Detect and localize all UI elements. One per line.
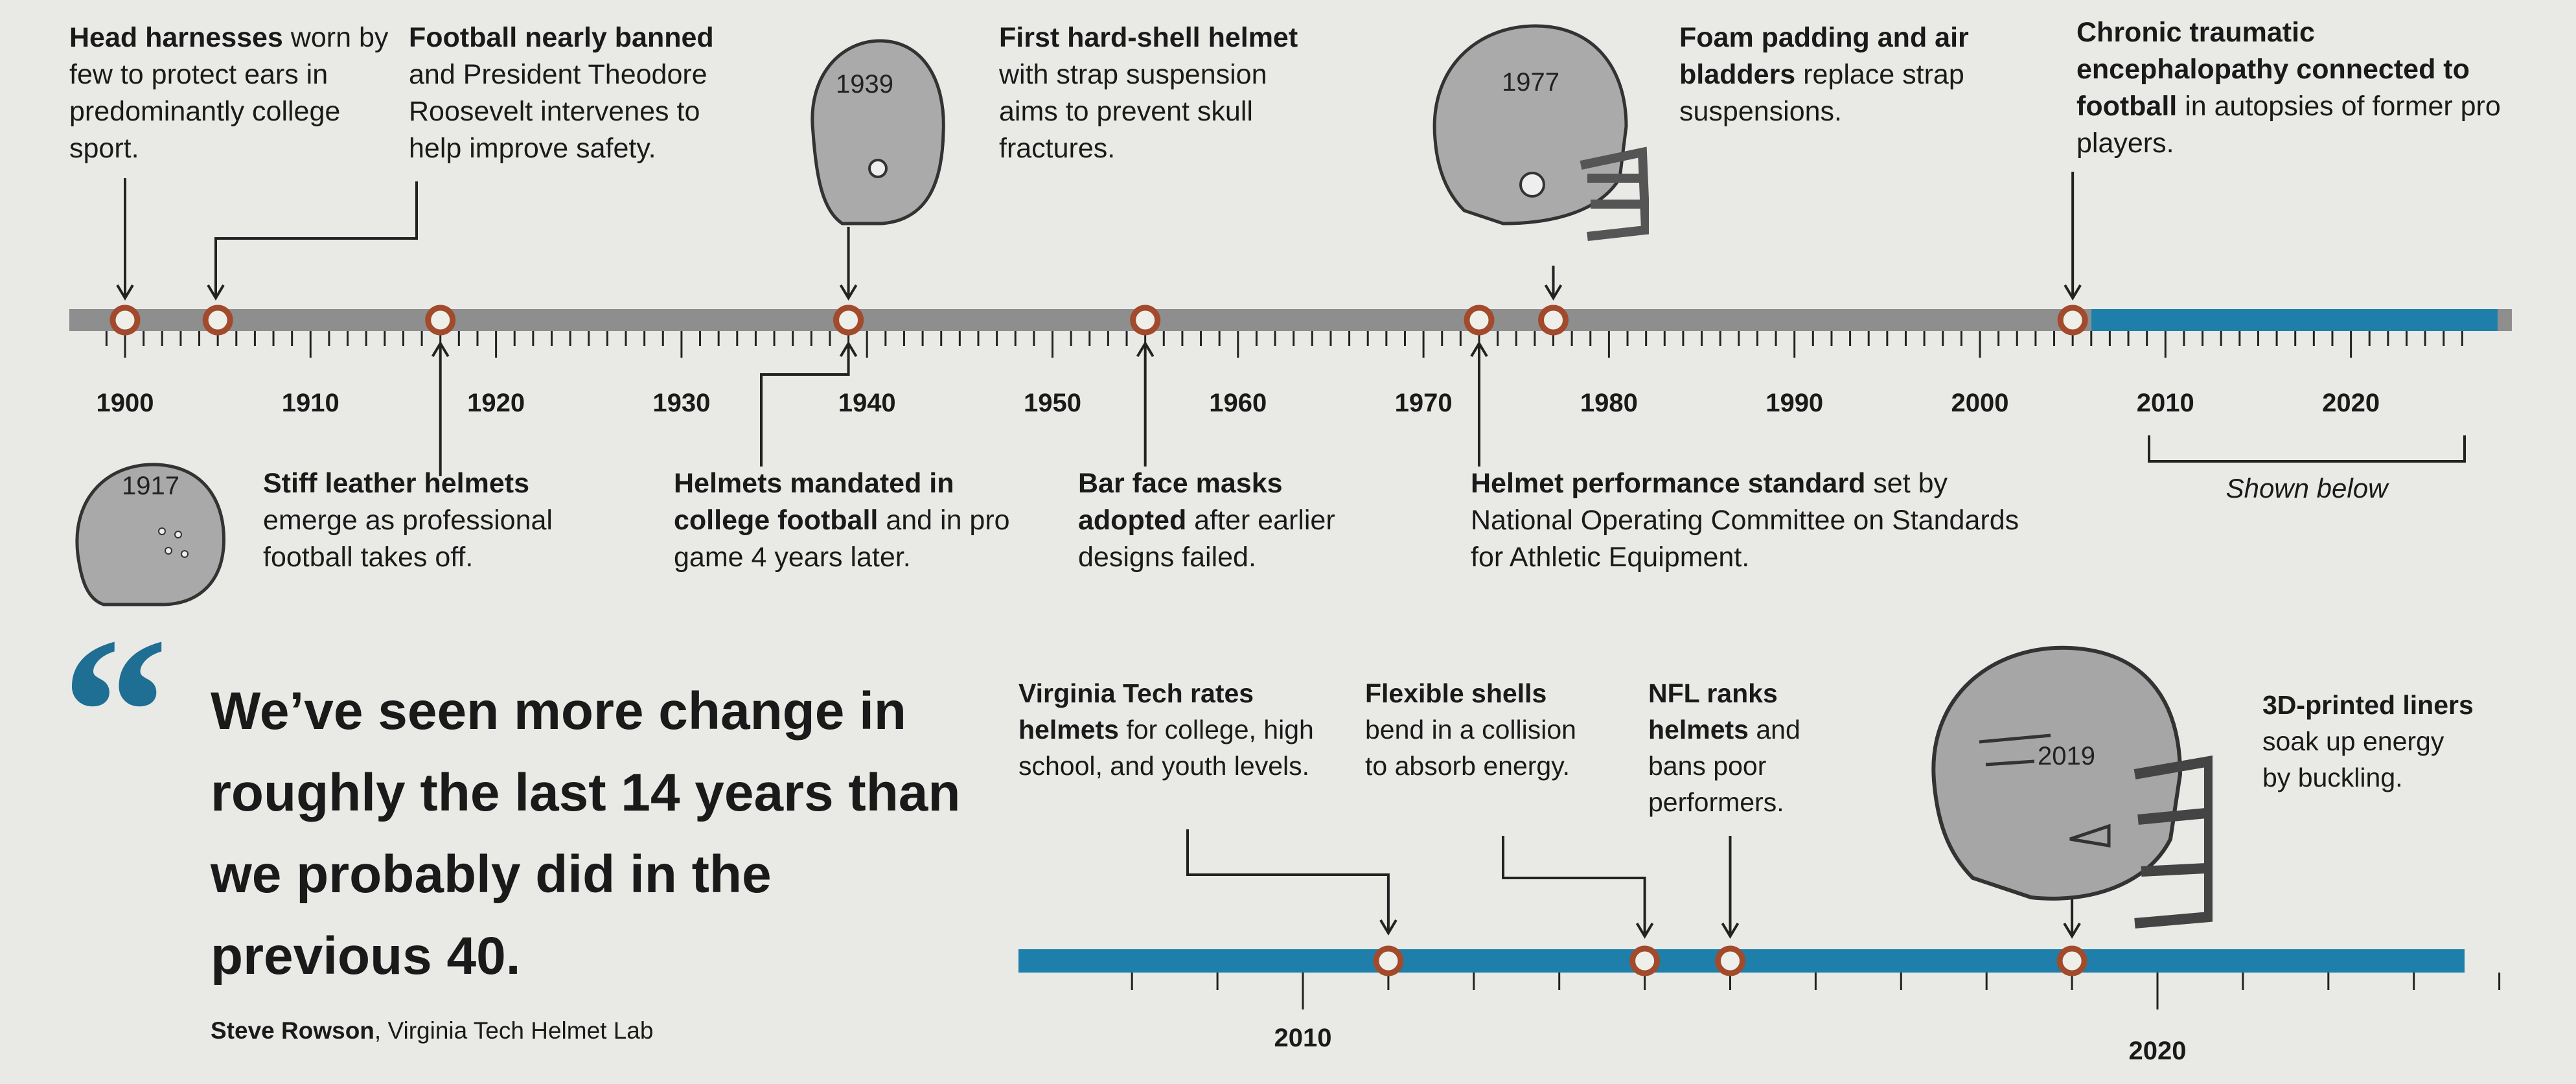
- timeline-marker: [1464, 305, 1495, 336]
- axis-year-label: 1920: [467, 389, 525, 417]
- timeline-marker: [1538, 305, 1569, 336]
- timeline-marker: [2056, 945, 2087, 976]
- arrow-head-icon: [839, 341, 858, 358]
- arrow-head-icon: [1379, 919, 1397, 936]
- connector-line: [1502, 836, 1646, 936]
- timeline-marker: [1715, 945, 1745, 976]
- event-flexible-shells: Flexible shells bend in a collision to a…: [1365, 678, 1576, 781]
- quote-mark-icon: “: [62, 594, 168, 831]
- helmet-year-label: 1917: [122, 472, 179, 500]
- event-helmet-performance-standard: Helmet performance standard set by Natio…: [1471, 468, 2019, 573]
- timeline-marker: [2057, 305, 2088, 336]
- event-football-nearly-banned: Football nearly banned and President The…: [409, 22, 714, 164]
- axis-year-label: 1970: [1394, 389, 1453, 417]
- timeline-bar-blue: [2091, 309, 2511, 331]
- arrow-head-icon: [207, 284, 225, 301]
- axis-year-label: 2020: [2322, 389, 2380, 417]
- arrow-head-icon: [2064, 284, 2082, 301]
- event-cte: Chronic traumatic encephalopathy connect…: [2076, 17, 2501, 159]
- helmet-year-label: 2019: [2038, 742, 2095, 770]
- quote-attribution: Steve Rowson, Virginia Tech Helmet Lab: [211, 1017, 654, 1044]
- axis-year-label: 1900: [96, 389, 154, 417]
- axis-year-label: 1930: [652, 389, 711, 417]
- arrow-head-icon: [1136, 341, 1155, 358]
- timeline-marker: [202, 305, 233, 336]
- event-helmets-mandated: Helmets mandated in college football and…: [674, 468, 1010, 573]
- timeline-marker: [109, 305, 141, 336]
- event-bar-face-masks: Bar face masks adopted after earlier des…: [1078, 468, 1335, 573]
- arrow-head-icon: [1544, 284, 1563, 301]
- helmet-2019-illustration: [1931, 645, 2213, 928]
- arrow-head-icon: [2063, 922, 2081, 939]
- timeline-marker: [1629, 945, 1661, 976]
- shown-below-label: Shown below: [2225, 473, 2388, 503]
- axis-year-label: 1980: [1580, 389, 1638, 417]
- timeline-marker: [1130, 305, 1161, 336]
- timeline-bar-end: [2498, 309, 2512, 331]
- connector-line: [1186, 829, 1390, 933]
- arrow-head-icon: [839, 284, 858, 301]
- event-first-hard-shell: First hard-shell helmet with strap suspe…: [999, 22, 1298, 164]
- connector-line: [214, 181, 418, 298]
- event-nfl-ranks-helmets: NFL ranks helmets and bans poor performe…: [1648, 678, 1800, 817]
- arrow-head-icon: [431, 341, 450, 358]
- arrow-head-icon: [1635, 922, 1654, 939]
- axis-year-label: 1990: [1765, 389, 1824, 417]
- axis-year-label: 2000: [1951, 389, 2009, 417]
- event-stiff-leather-helmets: Stiff leather helmets emerge as professi…: [263, 468, 553, 573]
- helmet-year-label: 1977: [1502, 68, 1559, 97]
- event-head-harnesses: Head harnesses worn by few to protect ea…: [69, 22, 389, 164]
- axis-year-label: 1940: [838, 389, 896, 417]
- timeline-bar-gray: [69, 309, 2091, 331]
- arrow-head-icon: [1470, 341, 1488, 358]
- event-virginia-tech-ratings: Virginia Tech rates helmets for college,…: [1018, 678, 1314, 781]
- arrow-head-icon: [1721, 922, 1740, 939]
- connector-line: [760, 343, 850, 467]
- shown-below-bracket: [2148, 435, 2466, 463]
- axis-year-label: 1910: [281, 389, 339, 417]
- axis-year-label: 2010: [1274, 1024, 1332, 1052]
- axis-year-label: 2010: [2136, 389, 2194, 417]
- helmet-year-label: 1939: [836, 70, 893, 98]
- axis-year-label: 1950: [1024, 389, 1081, 417]
- helmet-1977-illustration: [1432, 24, 1649, 241]
- axis-year-label: 1960: [1209, 389, 1267, 417]
- event-3d-printed-liners: 3D-printed liners soak up energy by buck…: [2262, 690, 2474, 792]
- timeline-marker: [425, 305, 456, 336]
- timeline-marker: [1373, 945, 1404, 976]
- helmet-1917-illustration: [75, 463, 225, 606]
- pull-quote: We’ve seen more change in roughly the la…: [211, 682, 961, 986]
- helmet-1939-illustration: [811, 39, 945, 225]
- axis-year-label: 2020: [2128, 1037, 2187, 1065]
- event-foam-padding: Foam padding and air bladders replace st…: [1679, 22, 1969, 127]
- timeline-marker: [833, 305, 864, 336]
- arrow-head-icon: [116, 284, 134, 301]
